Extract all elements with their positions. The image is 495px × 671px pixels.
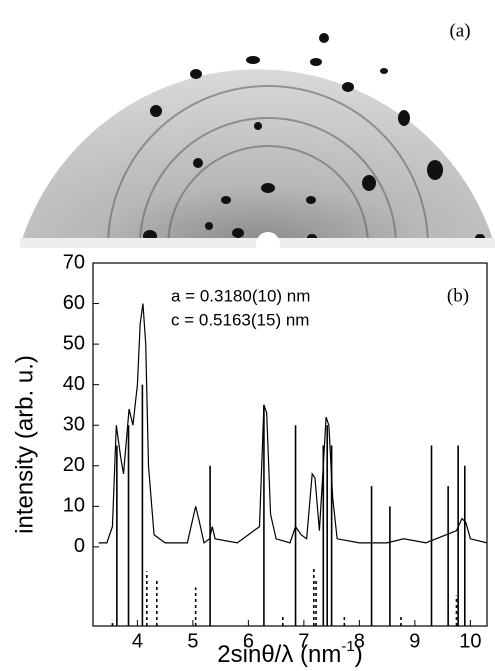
y-tick-label: 60 [63, 292, 85, 314]
intensity-curve [98, 303, 488, 544]
x-axis-label: 2sinθ/λ (nm-1) [217, 638, 362, 668]
y-tick-label: 30 [63, 414, 85, 436]
y-tick-label: 50 [63, 332, 85, 354]
x-axis-label-part: -1 [341, 638, 354, 655]
y-tick-label: 10 [63, 495, 85, 517]
y-tick-label: 0 [74, 535, 85, 557]
x-axis-label-part: ) [355, 641, 363, 668]
y-tick-label: 20 [63, 454, 85, 476]
x-tick-label: 7 [298, 630, 309, 652]
panel-label: (b) [447, 285, 469, 306]
y-axis-label: intensity (arb. u.) [11, 355, 38, 534]
x-tick-label: 8 [354, 630, 365, 652]
x-tick-label: 9 [409, 630, 420, 652]
x-tick-label: 6 [243, 630, 254, 652]
annotation: a = 0.3180(10) nm [171, 286, 310, 305]
y-tick-label: 70 [63, 251, 85, 273]
chart: 0 10 20 30 40 50 60 70 4 5 6 7 8 9 10 intensity (arb. u… [11, 251, 488, 668]
y-tick-label: 40 [63, 373, 85, 395]
x-axis-label-part: 2sinθ/λ (nm [217, 641, 341, 668]
panel-label: (a) [449, 20, 470, 41]
annotation: c = 0.5163(15) nm [171, 310, 309, 329]
x-tick-label: 10 [459, 630, 481, 652]
x-tick-label: 5 [187, 630, 198, 652]
x-tick-label: 4 [132, 630, 143, 652]
diffraction-pattern: (a) [20, 20, 495, 256]
plot-frame [92, 262, 488, 627]
